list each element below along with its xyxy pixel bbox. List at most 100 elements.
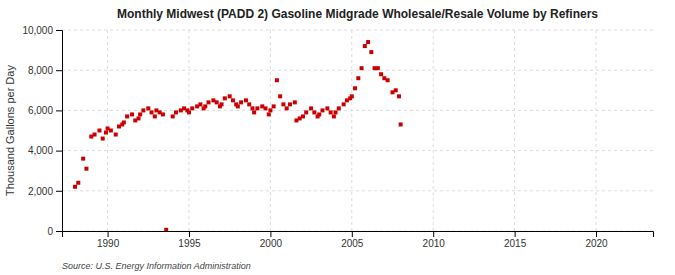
point xyxy=(228,94,232,98)
point xyxy=(304,110,308,114)
tick-mark xyxy=(56,151,62,152)
point xyxy=(187,110,191,114)
point xyxy=(350,94,354,98)
grid-line xyxy=(62,150,653,151)
point xyxy=(231,98,235,102)
point xyxy=(312,110,316,114)
point xyxy=(93,133,97,137)
point xyxy=(250,106,254,110)
point xyxy=(223,96,227,100)
point xyxy=(309,106,313,110)
title: Monthly Midwest (PADD 2) Gasoline Midgra… xyxy=(117,7,598,21)
grid-line xyxy=(351,30,352,231)
point xyxy=(101,137,105,141)
x-axis: 1990 1995 2000 2005 2010 2015 2020 xyxy=(63,231,654,249)
point xyxy=(332,114,336,118)
tick-label: 10,000 xyxy=(22,25,53,36)
grid-line xyxy=(270,30,271,231)
point xyxy=(104,131,108,135)
point xyxy=(325,106,329,110)
point xyxy=(137,116,141,120)
point xyxy=(247,102,251,106)
grid-line xyxy=(62,30,653,31)
point xyxy=(130,112,134,116)
tick-mark xyxy=(56,30,62,31)
point xyxy=(146,106,150,110)
tick-mark xyxy=(56,191,62,192)
grid-line xyxy=(188,30,189,231)
tick-mark xyxy=(189,231,190,237)
plot-area: 1990 1995 2000 2005 2010 2015 2020 0 2,000 4,000 6… xyxy=(22,25,653,249)
point xyxy=(125,114,129,118)
tick: 6,000 xyxy=(28,105,62,116)
point xyxy=(122,120,126,124)
tick-label: 0 xyxy=(47,226,53,237)
point xyxy=(369,50,373,54)
y-axis-title: Thousand Gallons per Day xyxy=(4,65,16,196)
point xyxy=(267,112,271,116)
point xyxy=(379,72,383,76)
tick: 10,000 xyxy=(22,25,62,36)
point xyxy=(397,94,401,98)
point xyxy=(386,78,390,82)
point xyxy=(366,40,370,44)
tick: 2,000 xyxy=(28,186,62,197)
annotation: Source: U.S. Energy Information Administ… xyxy=(62,261,251,271)
point xyxy=(275,78,279,82)
point xyxy=(97,129,101,133)
tick: 1995 xyxy=(178,231,201,249)
tick-label: 2,000 xyxy=(28,186,53,197)
tick: 2015 xyxy=(504,231,527,249)
tick-label: 2020 xyxy=(585,238,608,249)
tick-label: 6,000 xyxy=(28,105,53,116)
points xyxy=(73,40,403,231)
chart: 1990 1995 2000 2005 2010 2015 2020 0 2,000 4,000 6… xyxy=(0,0,675,275)
tick-label: 2005 xyxy=(341,238,364,249)
point xyxy=(268,108,272,112)
point xyxy=(293,100,297,104)
point xyxy=(220,102,224,106)
tick-mark xyxy=(270,231,271,237)
point xyxy=(174,110,178,114)
point xyxy=(153,114,157,118)
tick-mark xyxy=(433,231,434,237)
grid-line xyxy=(107,30,108,231)
point xyxy=(203,104,207,108)
point xyxy=(164,228,168,231)
point xyxy=(337,106,341,110)
point xyxy=(81,157,85,161)
point xyxy=(360,66,364,70)
y-axis: 0 2,000 4,000 6,000 8,000 10,000 xyxy=(22,25,62,237)
tick-mark xyxy=(596,231,597,237)
point xyxy=(278,94,282,98)
tick-label: 2010 xyxy=(423,238,446,249)
point xyxy=(255,106,259,110)
point xyxy=(281,102,285,106)
tick-mark xyxy=(515,231,516,237)
tick: 2000 xyxy=(260,231,283,249)
point xyxy=(320,108,324,112)
grid-line xyxy=(514,30,515,231)
tick: 2010 xyxy=(423,231,446,249)
point xyxy=(356,76,360,80)
grid-line xyxy=(596,30,597,231)
tick-label: 8,000 xyxy=(28,65,53,76)
point xyxy=(244,98,248,102)
point xyxy=(329,110,333,114)
point xyxy=(236,104,240,108)
point xyxy=(353,86,357,90)
tick-label: 2015 xyxy=(504,238,527,249)
point xyxy=(215,100,219,104)
point xyxy=(342,102,346,106)
grid-line xyxy=(433,30,434,231)
point xyxy=(207,100,211,104)
point xyxy=(76,181,80,185)
tick-label: 1990 xyxy=(97,238,120,249)
point xyxy=(161,112,165,116)
tick-label: 4,000 xyxy=(28,145,53,156)
point xyxy=(252,110,256,114)
point xyxy=(73,185,77,189)
point xyxy=(109,129,113,133)
point xyxy=(394,88,398,92)
tick-label: 2000 xyxy=(260,238,283,249)
